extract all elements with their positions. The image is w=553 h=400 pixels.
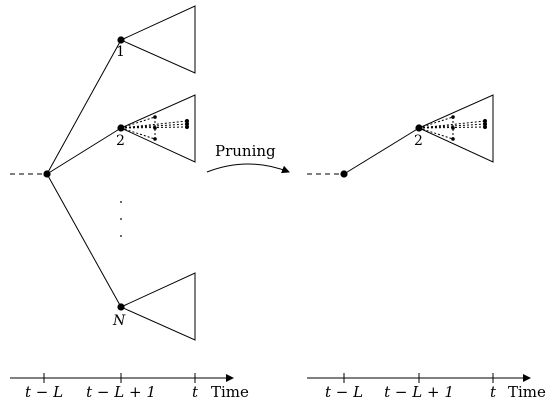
right-node-2 bbox=[415, 124, 423, 132]
subtree-triangle-1 bbox=[119, 5, 196, 74]
node-2 bbox=[117, 124, 125, 132]
right-root-node bbox=[340, 170, 348, 178]
subtree-2-leaf-dots bbox=[153, 115, 189, 141]
node-N bbox=[117, 303, 125, 311]
left-timeline: t − L t − L + 1 t Time bbox=[10, 373, 249, 400]
right-tree: 2 bbox=[307, 94, 494, 178]
edge-root-to-node-1 bbox=[46, 39, 122, 175]
right-subtree-2-leaf-dots bbox=[451, 115, 487, 141]
subtree-triangle-2 bbox=[119, 94, 196, 163]
root-node bbox=[43, 170, 51, 178]
right-node-2-label: 2 bbox=[414, 133, 423, 149]
edge-root-to-node-N bbox=[46, 173, 122, 308]
vertical-ellipsis bbox=[120, 201, 122, 237]
right-axis-label: Time bbox=[508, 383, 546, 400]
right-subtree-triangle-2 bbox=[417, 94, 494, 163]
node-1-label: 1 bbox=[116, 44, 125, 60]
node-2-label: 2 bbox=[116, 133, 125, 149]
pruning-label: Pruning bbox=[215, 142, 276, 160]
left-tick-label-2: t − L + 1 bbox=[86, 383, 156, 400]
edge-root-to-node-2 bbox=[46, 127, 122, 175]
edge-right-root-to-node-2 bbox=[343, 127, 420, 175]
left-axis-label: Time bbox=[211, 383, 249, 400]
pruning-arrow: Pruning bbox=[206, 142, 290, 174]
node-1 bbox=[117, 36, 125, 44]
right-timeline: t − L t − L + 1 t Time bbox=[307, 373, 546, 400]
node-N-label: N bbox=[112, 313, 126, 329]
subtree-triangle-N bbox=[119, 272, 196, 341]
left-tick-label-3: t bbox=[192, 383, 199, 400]
right-tick-label-3: t bbox=[490, 383, 497, 400]
right-tick-label-2: t − L + 1 bbox=[384, 383, 454, 400]
right-tick-label-1: t − L bbox=[325, 383, 363, 400]
left-tree: 1 2 N bbox=[10, 5, 196, 341]
left-tick-label-1: t − L bbox=[25, 383, 63, 400]
